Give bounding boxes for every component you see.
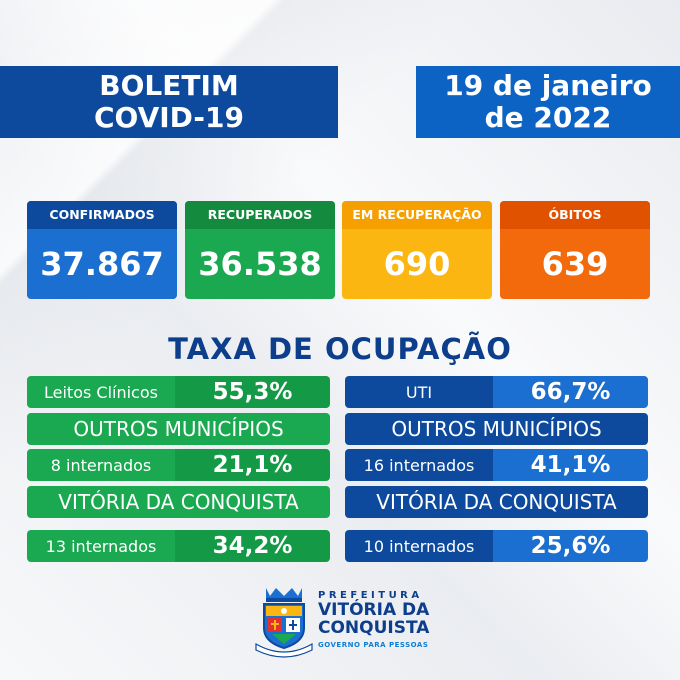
icu-city-row: 10 internados 25,6% bbox=[345, 530, 648, 562]
date-banner: 19 de janeiro de 2022 bbox=[416, 66, 680, 138]
logo-prefix: PREFEITURA bbox=[318, 590, 423, 601]
icu-other-heading: OUTROS MUNICÍPIOS bbox=[345, 413, 648, 445]
icu-other-value: 41,1% bbox=[493, 449, 648, 481]
icu-city-heading: VITÓRIA DA CONQUISTA bbox=[345, 486, 648, 518]
deaths-label: ÓBITOS bbox=[500, 201, 650, 229]
logo-city-line1: VITÓRIA DA bbox=[318, 600, 430, 620]
deaths-value: 639 bbox=[541, 245, 609, 283]
bulletin-title-banner: BOLETIM COVID-19 bbox=[0, 66, 338, 138]
clinical-other-row: 8 internados 21,1% bbox=[27, 449, 330, 481]
clinical-city-heading: VITÓRIA DA CONQUISTA bbox=[27, 486, 330, 518]
city-crest-icon bbox=[255, 588, 313, 658]
clinical-other-value: 21,1% bbox=[175, 449, 330, 481]
date-line1: 19 de janeiro bbox=[444, 69, 652, 102]
date-line2: de 2022 bbox=[484, 101, 612, 134]
recovered-label: RECUPERADOS bbox=[185, 201, 335, 229]
bulletin-title-line1: BOLETIM bbox=[99, 69, 239, 102]
icu-label: UTI bbox=[345, 376, 493, 408]
clinical-other-heading: OUTROS MUNICÍPIOS bbox=[27, 413, 330, 445]
clinical-other-label: 8 internados bbox=[27, 449, 175, 481]
logo-city-line2: CONQUISTA bbox=[318, 618, 430, 638]
logo-text: PREFEITURA VITÓRIA DA CONQUISTA GOVERNO … bbox=[318, 590, 429, 649]
in-recovery-label: EM RECUPERAÇÃO bbox=[342, 201, 492, 229]
in-recovery-card: EM RECUPERAÇÃO 690 bbox=[342, 201, 492, 299]
recovered-value: 36.538 bbox=[198, 245, 322, 283]
logo-slogan: GOVERNO PARA PESSOAS bbox=[318, 641, 429, 649]
clinical-beds-value: 55,3% bbox=[175, 376, 330, 408]
in-recovery-value: 690 bbox=[383, 245, 451, 283]
confirmed-card: CONFIRMADOS 37.867 bbox=[27, 201, 177, 299]
clinical-city-value: 34,2% bbox=[175, 530, 330, 562]
confirmed-value: 37.867 bbox=[40, 245, 164, 283]
deaths-card: ÓBITOS 639 bbox=[500, 201, 650, 299]
occupancy-title: TAXA DE OCUPAÇÃO bbox=[168, 332, 512, 366]
clinical-beds-row: Leitos Clínicos 55,3% bbox=[27, 376, 330, 408]
icu-row: UTI 66,7% bbox=[345, 376, 648, 408]
city-logo: PREFEITURA VITÓRIA DA CONQUISTA GOVERNO … bbox=[254, 582, 444, 662]
confirmed-label: CONFIRMADOS bbox=[27, 201, 177, 229]
icu-city-label: 10 internados bbox=[345, 530, 493, 562]
clinical-city-label: 13 internados bbox=[27, 530, 175, 562]
icu-value: 66,7% bbox=[493, 376, 648, 408]
clinical-beds-label: Leitos Clínicos bbox=[27, 376, 175, 408]
icu-other-label: 16 internados bbox=[345, 449, 493, 481]
recovered-card: RECUPERADOS 36.538 bbox=[185, 201, 335, 299]
icu-city-value: 25,6% bbox=[493, 530, 648, 562]
icu-other-row: 16 internados 41,1% bbox=[345, 449, 648, 481]
bulletin-title-line2: COVID-19 bbox=[93, 101, 245, 134]
clinical-city-row: 13 internados 34,2% bbox=[27, 530, 330, 562]
